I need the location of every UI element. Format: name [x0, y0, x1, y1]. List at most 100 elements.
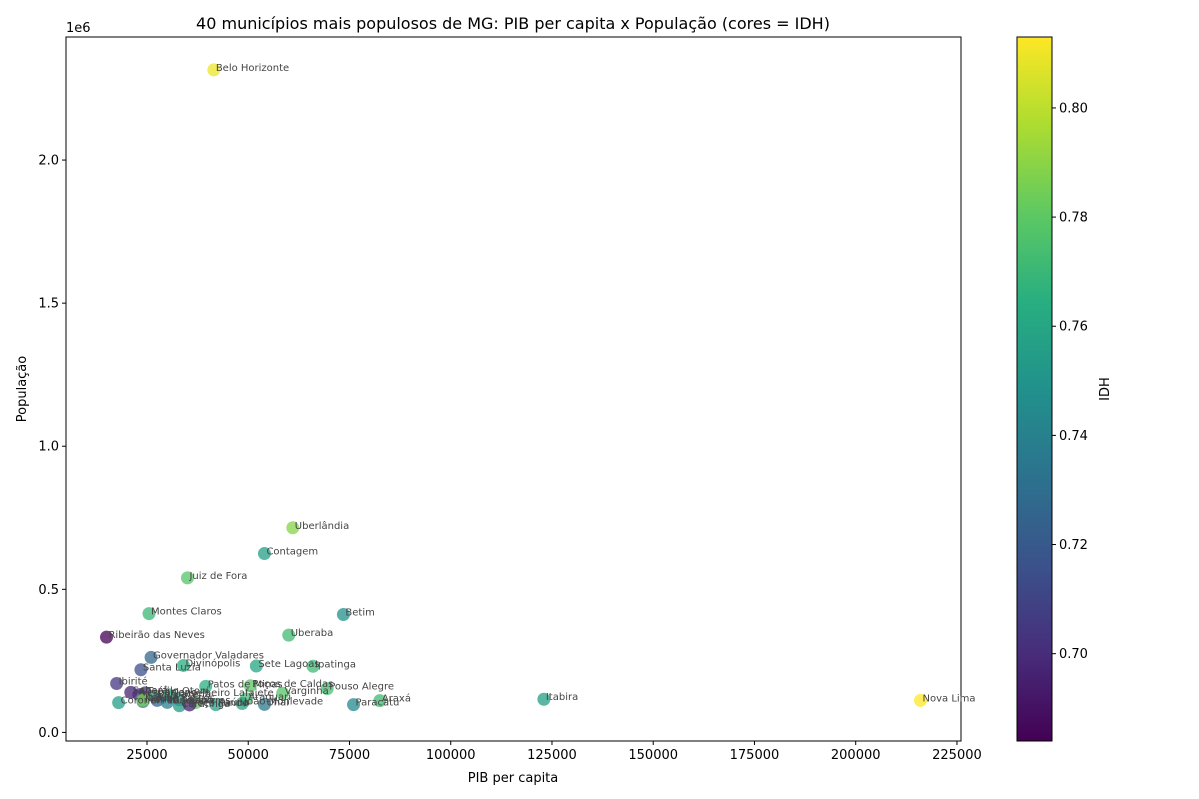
plot-frame	[65, 36, 962, 742]
plot-area	[65, 36, 962, 742]
point-label: Ibirité	[119, 675, 148, 687]
data-point	[257, 547, 271, 561]
data-point	[112, 696, 126, 710]
colorbar-ticks: 0.70 0.72 0.74 0.76 0.78 0.80	[1052, 101, 1088, 662]
point-label: Nova Lima	[923, 693, 976, 704]
point-label: Poços de Caldas	[252, 679, 333, 690]
point-label: Juiz de Fora	[188, 571, 247, 582]
x-tick-label: 100000	[426, 748, 476, 763]
data-point	[306, 659, 320, 673]
x-tick-label: 50000	[228, 748, 269, 763]
data-point	[183, 698, 197, 712]
data-points	[99, 63, 928, 713]
data-point	[373, 694, 387, 708]
data-point	[199, 679, 213, 693]
data-point	[150, 693, 164, 707]
colorbar-tick-label: 0.74	[1059, 429, 1088, 444]
x-axis: 25000 50000 75000 100000 125000 150000 175000 2…	[126, 741, 982, 763]
chart-title: 40 municípios mais populosos de MG: PIB …	[196, 14, 830, 33]
point-label: Araguari	[248, 692, 291, 703]
point-label: Santa Luzia	[143, 663, 201, 674]
point-label: Poço Fundo	[192, 698, 249, 709]
y-offset-label: 1e6	[66, 21, 91, 36]
data-point	[176, 658, 190, 672]
colorbar-tick-label: 0.78	[1059, 211, 1088, 226]
point-label: Lavras	[198, 696, 231, 707]
data-point	[142, 607, 156, 621]
x-axis-title: PIB per capita	[468, 771, 559, 786]
point-label: Barbacena	[157, 690, 211, 701]
point-label: Araxá	[382, 693, 411, 705]
data-point	[180, 571, 194, 585]
point-label: Divinópolis	[185, 657, 240, 669]
point-label: Conselheiro Lafaiete	[171, 688, 273, 699]
data-point	[235, 697, 249, 711]
point-label: Sete Lagoas	[258, 659, 319, 670]
y-tick-label: 2.0	[38, 154, 59, 169]
colorbar-tick-label: 0.80	[1059, 101, 1088, 116]
point-label: Pouso Alegre	[329, 682, 394, 693]
point-label: Belo Horizonte	[216, 63, 289, 74]
y-tick-label: 1.0	[38, 440, 59, 455]
point-label: Ribeirão das Neves	[108, 630, 204, 641]
data-point	[243, 679, 257, 693]
point-label: Betim	[345, 608, 374, 619]
data-point	[257, 697, 271, 711]
point-label: Governador Valadares	[153, 650, 264, 661]
colorbar-title: IDH	[1098, 377, 1113, 401]
data-point	[914, 693, 928, 707]
point-labels: Belo Horizonte Uberlândia Contagem Juiz de …	[108, 63, 975, 710]
point-label: Coronel Fabriciano	[121, 696, 214, 707]
data-point	[99, 630, 113, 644]
point-label: Paracatu	[356, 698, 400, 709]
data-point	[207, 63, 221, 77]
point-label: Unaí	[266, 696, 290, 708]
point-label: João Monlevade	[243, 697, 323, 708]
data-point	[144, 650, 158, 664]
data-point	[249, 659, 263, 673]
point-label: Sabará	[133, 684, 168, 696]
y-tick-label: 0.0	[38, 726, 59, 741]
point-label: Varginha	[285, 686, 329, 697]
point-label: Patos de Minas	[208, 679, 283, 690]
point-label: Passos	[181, 693, 214, 704]
point-label: Ipatinga	[315, 659, 356, 670]
x-tick-label: 150000	[628, 748, 678, 763]
point-label: Uberaba	[291, 628, 334, 639]
data-point	[282, 628, 296, 642]
data-point	[134, 663, 148, 677]
point-label: Vespasiano	[141, 688, 197, 699]
colorbar-tick-label: 0.76	[1059, 320, 1088, 335]
x-tick-label: 175000	[730, 748, 780, 763]
data-point	[172, 699, 186, 713]
y-axis: 0.0 0.5 1.0 1.5 2.0	[38, 154, 66, 741]
point-label: Itajubá	[145, 692, 180, 704]
data-point	[136, 693, 150, 707]
data-point	[537, 692, 551, 706]
point-label: Contagem	[266, 547, 318, 558]
point-label: Muriaé	[145, 694, 179, 706]
point-label: Uberlândia	[295, 520, 349, 532]
colorbar-gradient	[1016, 36, 1053, 742]
data-point	[160, 695, 174, 709]
data-point	[110, 676, 124, 690]
point-label: Itaúna	[218, 697, 250, 709]
point-label: Ubá	[159, 692, 179, 704]
colorbar-tick-label: 0.70	[1059, 647, 1088, 662]
y-tick-label: 1.5	[38, 297, 59, 312]
x-tick-label: 25000	[126, 748, 167, 763]
point-label: Itabira	[546, 692, 578, 703]
data-point	[276, 686, 290, 700]
y-tick-label: 0.5	[38, 583, 59, 598]
point-label: Ituiutaba	[169, 695, 214, 706]
x-tick-label: 125000	[527, 748, 577, 763]
x-tick-label: 225000	[932, 748, 982, 763]
x-tick-label: 200000	[831, 748, 881, 763]
data-point	[336, 608, 350, 622]
y-axis-title: População	[15, 356, 30, 423]
x-tick-label: 75000	[329, 748, 370, 763]
point-label: Teófilo Otoni	[146, 685, 209, 697]
data-point	[209, 698, 223, 712]
data-point	[286, 521, 300, 535]
